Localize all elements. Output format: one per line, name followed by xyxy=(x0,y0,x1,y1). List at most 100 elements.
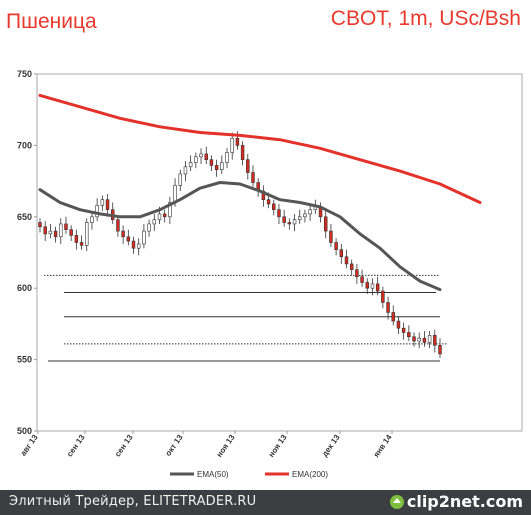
footer-brand[interactable]: clip2net.com xyxy=(406,492,523,511)
chart-subtitle: CBOT, 1m, USc/Bsh xyxy=(330,7,521,30)
candle-down xyxy=(391,312,395,322)
ema200-line xyxy=(38,93,482,204)
candle-down xyxy=(121,230,125,238)
candle-down xyxy=(365,282,370,289)
candle-down xyxy=(277,209,281,218)
candle-down xyxy=(412,336,416,342)
candle-up xyxy=(292,219,297,225)
y-tick-label: 700 xyxy=(17,140,32,150)
candle-down xyxy=(251,172,255,183)
candle-down xyxy=(355,269,359,278)
candle-down xyxy=(344,256,349,265)
legend-label: EMA(200) xyxy=(292,470,328,479)
candle-up xyxy=(85,222,89,246)
candle-up xyxy=(199,153,203,158)
candle-down xyxy=(401,327,406,333)
x-tick-label: окт 13 xyxy=(164,433,185,458)
chart-area: 500 550 600 650 700 750 авг 13 сен 13 сен 13 окт… xyxy=(0,44,531,490)
candle-down xyxy=(339,249,344,258)
candle-down xyxy=(381,290,385,303)
candle-up xyxy=(194,156,198,163)
x-tick-label: ноя 13 xyxy=(267,433,289,459)
candle-down xyxy=(422,337,427,343)
footer-source: Элитный Трейдер, ELITETRADER.RU xyxy=(9,494,257,509)
candle-down xyxy=(209,159,214,166)
candle-down xyxy=(323,216,328,232)
candle-down xyxy=(287,222,292,225)
candle-up xyxy=(308,209,312,215)
candle-up xyxy=(220,162,224,170)
candle-down xyxy=(74,235,79,243)
candle-down xyxy=(64,223,68,230)
ema-lines xyxy=(38,93,482,292)
candle-up xyxy=(90,216,94,223)
candle-down xyxy=(282,216,286,223)
candle-up xyxy=(173,185,177,203)
candle-down xyxy=(360,276,364,283)
candle-down xyxy=(266,199,271,205)
candle-down xyxy=(329,230,333,243)
chart-title: Пшеница xyxy=(6,10,97,33)
candle-down xyxy=(375,283,380,292)
candle-down xyxy=(43,226,47,235)
candle-up xyxy=(59,223,63,238)
x-axis: авг 13 сен 13 сен 13 окт 13 ноя 13 ноя 13 дек … xyxy=(19,431,394,459)
candle-up xyxy=(142,230,146,245)
legend: EMA(50) EMA(200) xyxy=(170,470,328,479)
candle-up xyxy=(188,162,193,168)
ema50-line xyxy=(38,181,442,292)
candle-down xyxy=(38,222,42,228)
footer: Элитный Трейдер, ELITETRADER.RU clip2net… xyxy=(0,490,531,515)
support-resistance-lines xyxy=(44,274,448,362)
candle-up xyxy=(225,152,229,163)
candle-down xyxy=(116,219,120,232)
candle-up xyxy=(168,202,172,218)
candle-up xyxy=(48,230,53,235)
candle-down xyxy=(240,145,245,160)
candle-down xyxy=(349,263,354,270)
price-chart: 500 550 600 650 700 750 авг 13 сен 13 сен 13 окт… xyxy=(17,69,523,479)
y-axis: 500 550 600 650 700 750 xyxy=(17,69,37,436)
clip2net-icon xyxy=(390,495,404,509)
candle-up xyxy=(157,213,162,220)
candle-down xyxy=(105,199,110,210)
x-tick-label: янв 14 xyxy=(372,433,394,460)
candle-up xyxy=(417,337,421,342)
candle-down xyxy=(126,236,131,242)
candle-down xyxy=(396,320,401,329)
candle-down xyxy=(214,165,219,170)
x-tick-label: ноя 13 xyxy=(215,433,237,459)
candle-up xyxy=(183,166,188,175)
candle-up xyxy=(95,205,99,218)
candlesticks xyxy=(38,131,442,359)
candle-down xyxy=(69,229,73,236)
y-tick-label: 550 xyxy=(17,355,32,365)
plot-frame xyxy=(36,73,523,432)
candle-down xyxy=(334,242,338,250)
candle-down xyxy=(438,345,442,355)
x-tick-label: сен 13 xyxy=(113,433,135,459)
y-tick-label: 650 xyxy=(17,212,32,222)
candle-down xyxy=(272,203,276,210)
candle-up xyxy=(100,199,105,206)
candle-up xyxy=(136,243,141,249)
candle-up xyxy=(178,173,182,186)
candle-up xyxy=(147,223,151,232)
header: Пшеница CBOT, 1m, USc/Bsh xyxy=(0,0,531,44)
x-tick-label: авг 13 xyxy=(19,433,40,458)
candle-down xyxy=(407,332,411,338)
candle-up xyxy=(152,219,157,225)
candle-down xyxy=(162,213,167,218)
candle-up xyxy=(298,216,302,220)
candle-up xyxy=(370,283,375,289)
candle-down xyxy=(53,230,58,238)
candle-up xyxy=(230,137,234,153)
y-tick-label: 600 xyxy=(17,283,32,293)
x-tick-label: дек 13 xyxy=(320,433,342,459)
candle-down xyxy=(79,242,84,246)
candle-down xyxy=(204,153,208,160)
candle-down xyxy=(131,240,136,249)
candle-down xyxy=(246,159,250,173)
x-tick-label: сен 13 xyxy=(65,433,87,459)
y-tick-label: 750 xyxy=(17,69,32,79)
